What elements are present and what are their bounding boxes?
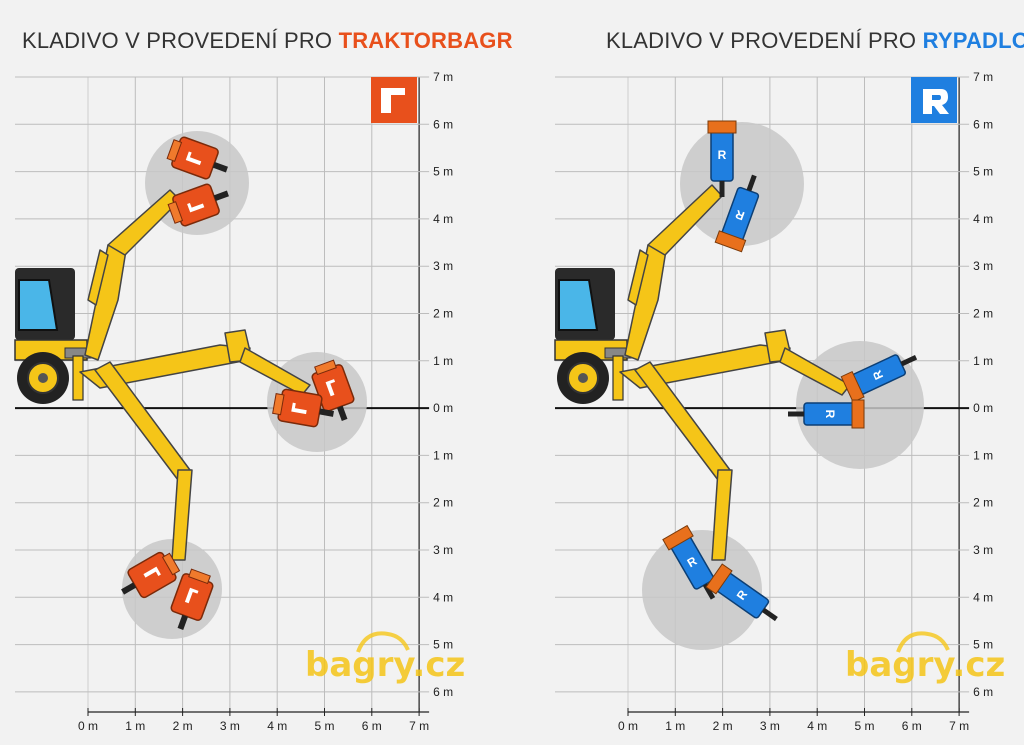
y-tick-label: 4 m — [973, 590, 993, 604]
x-tick-label: 1 m — [125, 719, 145, 733]
x-tick-label: 2 m — [713, 719, 733, 733]
y-tick-label: 6 m — [433, 117, 453, 131]
y-axis-left: 7 m 6 m 5 m 4 m 3 m 2 m 1 m 0 m 1 m 2 m 3 m 4 m 5 m 6… — [433, 70, 453, 699]
y-tick-label: 2 m — [433, 307, 453, 321]
y-tick-label: 0 m — [433, 401, 453, 415]
y-tick-label: 4 m — [973, 212, 993, 226]
watermark-text: bagry.cz — [845, 645, 1005, 685]
right-panel-title: KLADIVO V PROVEDENÍ PRO RYPADLO — [606, 28, 1024, 53]
tractor-icon — [14, 267, 96, 405]
arm-horizontal — [79, 329, 311, 396]
y-tick-label: 4 m — [433, 590, 453, 604]
x-tick-label: 7 m — [409, 719, 429, 733]
x-tick-label: 5 m — [314, 719, 334, 733]
y-tick-label: 6 m — [973, 117, 993, 131]
y-tick-label: 3 m — [973, 259, 993, 273]
y-axis-right: 7 m 6 m 5 m 4 m 3 m 2 m 1 m 0 m 1 m 2 m 3 m 4 m 5 m 6… — [973, 70, 993, 699]
y-tick-label: 4 m — [433, 212, 453, 226]
reach-circle — [642, 530, 762, 650]
watermark-logo: bagry.cz — [845, 631, 1005, 685]
y-tick-label: 1 m — [973, 448, 993, 462]
y-tick-label: 2 m — [973, 307, 993, 321]
y-tick-label: 5 m — [433, 165, 453, 179]
x-tick-label: 4 m — [267, 719, 287, 733]
arm-up — [84, 189, 181, 361]
arm-up — [624, 184, 723, 361]
y-tick-label: 7 m — [973, 70, 993, 84]
y-tick-label: 5 m — [973, 165, 993, 179]
arm-horizontal — [619, 329, 851, 396]
x-axis-right: 0 m 1 m 2 m 3 m 4 m 5 m 6 m 7 m — [618, 708, 969, 733]
traktorbagr-logo-icon — [371, 77, 417, 123]
watermark-text: bagry.cz — [305, 645, 465, 685]
arm-down — [94, 361, 193, 561]
y-tick-label: 6 m — [433, 685, 453, 699]
y-tick-label: 1 m — [973, 354, 993, 368]
y-tick-label: 6 m — [973, 685, 993, 699]
x-tick-label: 3 m — [760, 719, 780, 733]
y-tick-label: 1 m — [433, 448, 453, 462]
y-tick-label: 1 m — [433, 354, 453, 368]
arm-down — [634, 361, 733, 561]
y-tick-label: 2 m — [973, 496, 993, 510]
y-tick-label: 5 m — [433, 638, 453, 652]
x-tick-label: 2 m — [173, 719, 193, 733]
x-tick-label: 0 m — [618, 719, 638, 733]
y-tick-label: 5 m — [973, 638, 993, 652]
x-tick-label: 5 m — [854, 719, 874, 733]
tractor-icon — [554, 267, 636, 405]
y-tick-label: 2 m — [433, 496, 453, 510]
x-tick-label: 6 m — [902, 719, 922, 733]
y-tick-label: 3 m — [433, 543, 453, 557]
right-panel: 7 m 6 m 5 m 4 m 3 m 2 m 1 m 0 m 1 m 2 m 3 m 4 m 5 m 6… — [554, 70, 1005, 733]
y-tick-label: 3 m — [973, 543, 993, 557]
left-panel-title: KLADIVO V PROVEDENÍ PRO TRAKTORBAGR — [22, 28, 513, 53]
watermark-logo: bagry.cz — [305, 631, 465, 685]
rypadlo-logo-icon — [911, 77, 957, 123]
x-tick-label: 6 m — [362, 719, 382, 733]
x-tick-label: 4 m — [807, 719, 827, 733]
y-tick-label: 0 m — [973, 401, 993, 415]
x-tick-label: 3 m — [220, 719, 240, 733]
x-axis-left: 0 m 1 m 2 m 3 m 4 m 5 m 6 m 7 m — [78, 708, 429, 733]
y-tick-label: 7 m — [433, 70, 453, 84]
x-tick-label: 7 m — [949, 719, 969, 733]
y-tick-label: 3 m — [433, 259, 453, 273]
x-tick-label: 0 m — [78, 719, 98, 733]
x-tick-label: 1 m — [665, 719, 685, 733]
left-panel: 7 m 6 m 5 m 4 m 3 m 2 m 1 m 0 m 1 m 2 m 3 m 4 m 5 m 6… — [14, 70, 465, 733]
